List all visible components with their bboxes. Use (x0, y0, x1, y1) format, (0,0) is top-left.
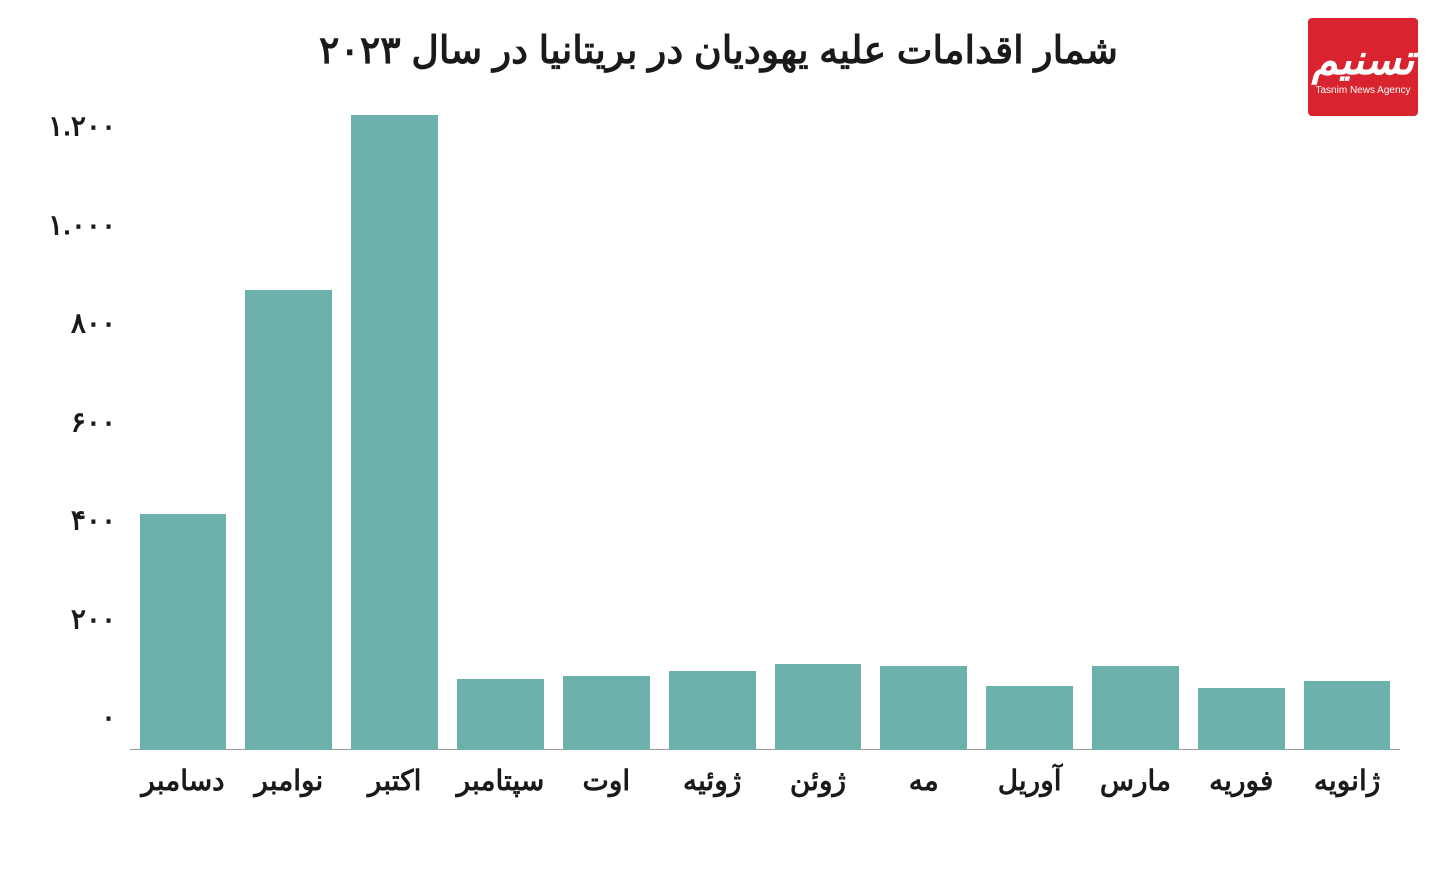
y-tick-label: ۱.۲۰۰ (48, 110, 116, 143)
bar-slot (236, 110, 342, 750)
x-tick-label: نوامبر (236, 750, 342, 810)
x-tick-label: ژانویه (1294, 750, 1400, 810)
bar-slot (765, 110, 871, 750)
y-tick-label: ۶۰۰ (71, 405, 116, 438)
x-tick-label: ژوئن (765, 750, 871, 810)
y-tick-label: ۲۰۰ (71, 602, 116, 635)
x-tick-label: ژوئیه (659, 750, 765, 810)
bar (775, 664, 862, 750)
bar-slot (977, 110, 1083, 750)
logo-sub-text: Tasnim News Agency (1315, 85, 1410, 96)
bar-slot (342, 110, 448, 750)
bar (245, 290, 332, 750)
x-axis: ژانویهفوریهمارسآوریلمهژوئنژوئیهاوتسپتامب… (130, 750, 1400, 810)
bar (140, 514, 227, 750)
x-tick-label: دسامبر (130, 750, 236, 810)
bar-slot (130, 110, 236, 750)
bar (880, 666, 967, 750)
bar (1304, 681, 1391, 750)
plot-area (130, 110, 1400, 750)
bar (351, 115, 438, 750)
bars-group (130, 110, 1400, 750)
chart-title: شمار اقدامات علیه یهودیان در بریتانیا در… (0, 28, 1437, 73)
bar (1198, 688, 1285, 750)
y-tick-label: ۱.۰۰۰ (48, 208, 116, 241)
bar-slot (553, 110, 659, 750)
bar-slot (448, 110, 554, 750)
x-tick-label: سپتامبر (448, 750, 554, 810)
y-tick-label: ۸۰۰ (71, 307, 116, 340)
bar-slot (659, 110, 765, 750)
bar-slot (871, 110, 977, 750)
x-tick-label: مارس (1083, 750, 1189, 810)
bar (1092, 666, 1179, 750)
bar (563, 676, 650, 750)
bar (457, 679, 544, 750)
x-tick-label: مه (871, 750, 977, 810)
y-axis: ۰ ۲۰۰ ۴۰۰ ۶۰۰ ۸۰۰ ۱.۰۰۰ ۱.۲۰۰ (0, 110, 130, 750)
chart-container: تسنیم Tasnim News Agency شمار اقدامات عل… (0, 0, 1437, 881)
bar-slot (1294, 110, 1400, 750)
x-tick-label: آوریل (977, 750, 1083, 810)
y-tick-label: ۰ (101, 701, 116, 734)
x-tick-label: اکتبر (342, 750, 448, 810)
bar-slot (1188, 110, 1294, 750)
bar-slot (1083, 110, 1189, 750)
bar (669, 671, 756, 750)
x-tick-label: اوت (553, 750, 659, 810)
bar (986, 686, 1073, 750)
x-tick-label: فوریه (1188, 750, 1294, 810)
y-tick-label: ۴۰۰ (71, 504, 116, 537)
